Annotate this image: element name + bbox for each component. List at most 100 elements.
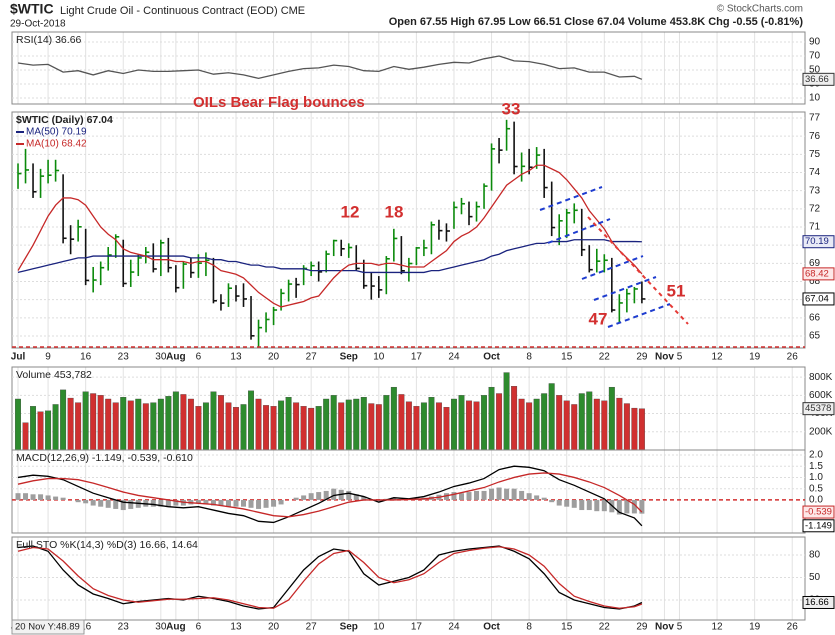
histogram-bar (391, 497, 397, 500)
histogram-bar (481, 490, 487, 500)
histogram-bar (376, 499, 382, 503)
volume-bar (52, 404, 59, 451)
x-tick-label: 24 (448, 352, 460, 363)
y-tick-label: 73 (809, 185, 821, 196)
y-tick-label: 10 (809, 93, 821, 104)
volume-bar (75, 402, 82, 451)
x-tick-label: 26 (787, 622, 799, 633)
volume-bar (60, 389, 67, 451)
x-tick-label: 26 (787, 352, 799, 363)
x-tick-label: 29 (636, 622, 648, 633)
volume-bar (330, 395, 337, 451)
histogram-bar (549, 499, 555, 503)
volume-bar (142, 403, 149, 451)
volume-bar (135, 398, 142, 451)
panel-frame (11, 449, 806, 534)
histogram-bar (241, 499, 247, 507)
panel-title: RSI(14) 36.66 (16, 34, 82, 46)
volume-bar (428, 397, 435, 451)
y-tick-label: 80 (809, 550, 821, 561)
value-box (802, 267, 835, 281)
chart-date: 29-Oct-2018 (10, 19, 66, 30)
volume-bar (270, 406, 277, 451)
volume-bar (255, 398, 262, 451)
trend-line (587, 216, 689, 325)
volume-bar (526, 402, 533, 451)
histogram-bar (53, 496, 59, 500)
y-tick-label: 1.5 (809, 461, 823, 472)
histogram-bar (203, 499, 209, 505)
volume-bar (30, 406, 36, 451)
volume-bar (180, 394, 187, 451)
histogram-bar (248, 499, 254, 508)
histogram-bar (579, 499, 585, 511)
x-tick-label: 30 (155, 352, 167, 363)
volume-bar (413, 406, 420, 451)
cursor-readout: 20 Nov Y:48.89 (15, 622, 80, 633)
volume-bar (285, 397, 292, 451)
x-tick-label: Oct (483, 622, 500, 633)
histogram-bar (496, 487, 502, 500)
volume-bar (451, 398, 457, 451)
y-tick-label: 1.0 (809, 472, 823, 483)
histogram-bar (210, 499, 216, 506)
histogram-bar (60, 497, 66, 500)
x-tick-label: Jul (11, 352, 26, 363)
histogram-bar (293, 497, 299, 500)
histogram-bar (443, 493, 449, 500)
volume-bar (578, 393, 585, 451)
histogram-bar (120, 499, 126, 511)
histogram-bar (639, 499, 645, 514)
histogram-bar (504, 488, 510, 500)
x-tick-label: 19 (749, 352, 761, 363)
histogram-bar (353, 494, 359, 500)
volume-bar (563, 400, 570, 451)
plot-layers: JulJul99161623233030AugAug66131320202727… (11, 31, 835, 635)
histogram-bar (173, 499, 179, 506)
value-box-label: 68.42 (805, 268, 829, 279)
volume-bar (82, 391, 89, 451)
value-box (802, 595, 835, 609)
volume-bar (571, 404, 578, 451)
volume-bar (608, 386, 615, 451)
histogram-bar (571, 499, 577, 508)
histogram-bar (38, 494, 44, 500)
y-tick-label: 74 (809, 167, 821, 178)
value-box (802, 292, 835, 306)
y-tick-label: 800K (809, 372, 833, 383)
y-tick-label: 0.0 (809, 495, 823, 506)
series-line (17, 545, 643, 610)
volume-bar (248, 390, 254, 451)
x-tick-label: 24 (448, 622, 460, 633)
x-tick-label: Nov (655, 622, 674, 633)
histogram-bar (601, 499, 607, 512)
volume-bar (405, 401, 412, 451)
volume-bar (157, 398, 164, 451)
x-tick-label: Sep (340, 352, 358, 363)
volume-bar (390, 386, 397, 451)
x-tick-label: 9 (45, 352, 51, 363)
series-line (17, 55, 643, 80)
x-tick-label: 15 (561, 622, 573, 633)
x-tick-label: 13 (230, 622, 242, 633)
volume-bar (15, 398, 21, 451)
value-box (802, 519, 835, 533)
x-tick-label: 5 (677, 622, 683, 633)
volume-bar (218, 395, 224, 451)
x-tick-label: Nov (655, 352, 674, 363)
volume-bar (105, 398, 112, 451)
x-tick-label: 22 (599, 622, 611, 633)
histogram-bar (489, 488, 495, 500)
y-tick-label: 200K (809, 426, 833, 437)
histogram-bar (458, 493, 464, 500)
volume-bar (368, 403, 375, 451)
volume-bar (300, 406, 307, 451)
histogram-bar (631, 499, 637, 514)
value-box-label: 67.04 (805, 293, 829, 304)
volume-bar (127, 400, 134, 451)
legend-entry: MA(50) 70.19 (26, 127, 87, 138)
volume-bar (496, 393, 503, 451)
histogram-bar (323, 490, 329, 500)
volume-bar (308, 407, 315, 451)
value-box-label: -1.149 (805, 520, 832, 531)
